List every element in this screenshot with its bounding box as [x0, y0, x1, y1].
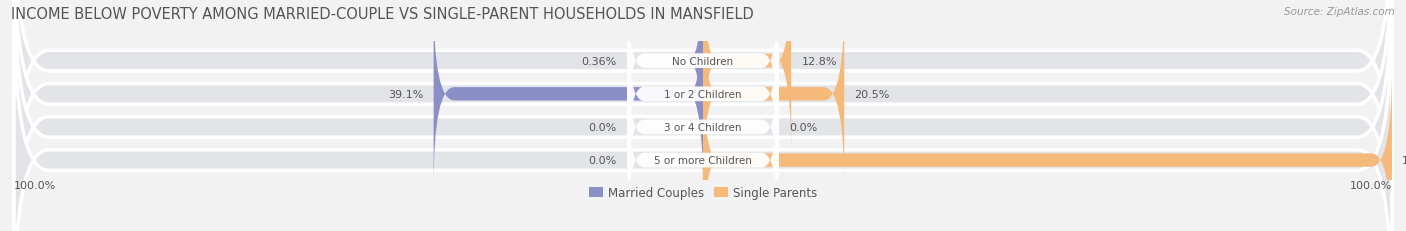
Text: 3 or 4 Children: 3 or 4 Children	[664, 122, 742, 132]
Text: 100.0%: 100.0%	[14, 180, 56, 190]
FancyBboxPatch shape	[14, 0, 1392, 231]
FancyBboxPatch shape	[14, 0, 1392, 231]
Text: 100.0%: 100.0%	[1350, 180, 1392, 190]
Text: Source: ZipAtlas.com: Source: ZipAtlas.com	[1284, 7, 1395, 17]
FancyBboxPatch shape	[14, 6, 1392, 231]
FancyBboxPatch shape	[682, 0, 721, 154]
Text: INCOME BELOW POVERTY AMONG MARRIED-COUPLE VS SINGLE-PARENT HOUSEHOLDS IN MANSFIE: INCOME BELOW POVERTY AMONG MARRIED-COUPL…	[11, 7, 754, 22]
FancyBboxPatch shape	[627, 85, 779, 231]
Text: 100.0%: 100.0%	[1402, 155, 1406, 165]
Text: 12.8%: 12.8%	[801, 56, 837, 66]
Text: 1 or 2 Children: 1 or 2 Children	[664, 89, 742, 99]
Text: 0.0%: 0.0%	[589, 155, 617, 165]
FancyBboxPatch shape	[433, 2, 703, 187]
Text: 20.5%: 20.5%	[855, 89, 890, 99]
FancyBboxPatch shape	[14, 0, 1392, 216]
Legend: Married Couples, Single Parents: Married Couples, Single Parents	[589, 186, 817, 199]
FancyBboxPatch shape	[627, 0, 779, 137]
FancyBboxPatch shape	[703, 0, 792, 154]
Text: 0.0%: 0.0%	[789, 122, 817, 132]
FancyBboxPatch shape	[703, 2, 844, 187]
Text: 0.0%: 0.0%	[589, 122, 617, 132]
FancyBboxPatch shape	[627, 52, 779, 203]
Text: 0.36%: 0.36%	[582, 56, 617, 66]
FancyBboxPatch shape	[703, 68, 1392, 231]
Text: No Children: No Children	[672, 56, 734, 66]
Text: 5 or more Children: 5 or more Children	[654, 155, 752, 165]
Text: 39.1%: 39.1%	[388, 89, 423, 99]
FancyBboxPatch shape	[627, 19, 779, 170]
